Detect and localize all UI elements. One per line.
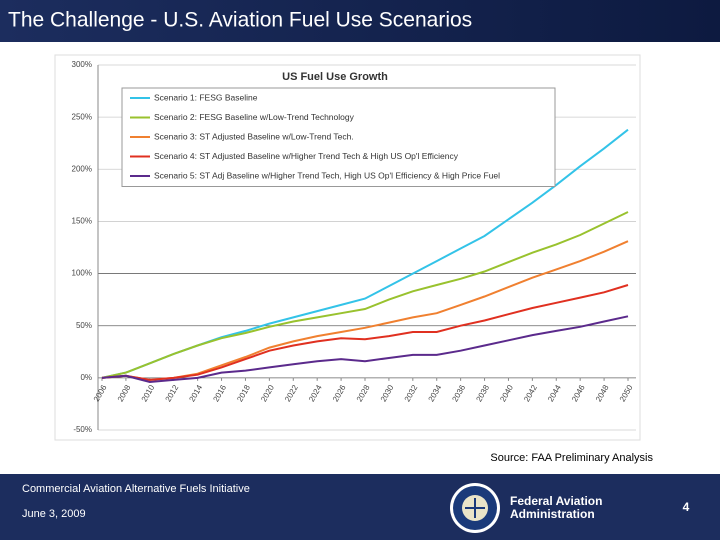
footer-date: June 3, 2009	[22, 508, 86, 520]
y-tick-label: 50%	[76, 321, 92, 330]
faa-seal	[450, 483, 500, 533]
legend-box	[121, 87, 556, 187]
header-bar	[0, 0, 720, 42]
series-line	[101, 211, 629, 379]
legend-label: Scenario 5: ST Adj Baseline w/Higher Tre…	[154, 170, 500, 180]
y-tick-label: 100%	[72, 269, 92, 278]
chart-title: US Fuel Use Growth	[282, 71, 388, 83]
y-tick-label: 300%	[72, 60, 92, 69]
slide-title: The Challenge - U.S. Aviation Fuel Use S…	[8, 9, 472, 32]
legend-label: Scenario 4: ST Adjusted Baseline w/Highe…	[154, 151, 459, 161]
footer-bar	[0, 474, 720, 540]
series-line	[101, 284, 629, 381]
y-tick-label: 0%	[80, 373, 92, 382]
legend-label: Scenario 1: FESG Baseline	[154, 92, 258, 102]
y-tick-label: 250%	[72, 112, 92, 121]
y-tick-label: 200%	[72, 164, 92, 173]
y-tick-label: 150%	[72, 217, 92, 226]
series-line	[101, 315, 629, 384]
footer-org: Commercial Aviation Alternative Fuels In…	[22, 483, 250, 495]
y-tick-label: -50%	[73, 425, 92, 434]
footer-agency: Administration	[510, 507, 595, 521]
footer-agency: Federal Aviation	[510, 494, 602, 508]
source-note: Source: FAA Preliminary Analysis	[490, 452, 653, 464]
legend-label: Scenario 2: FESG Baseline w/Low-Trend Te…	[154, 112, 355, 122]
page-number: 4	[683, 500, 690, 514]
legend-label: Scenario 3: ST Adjusted Baseline w/Low-T…	[154, 131, 354, 141]
